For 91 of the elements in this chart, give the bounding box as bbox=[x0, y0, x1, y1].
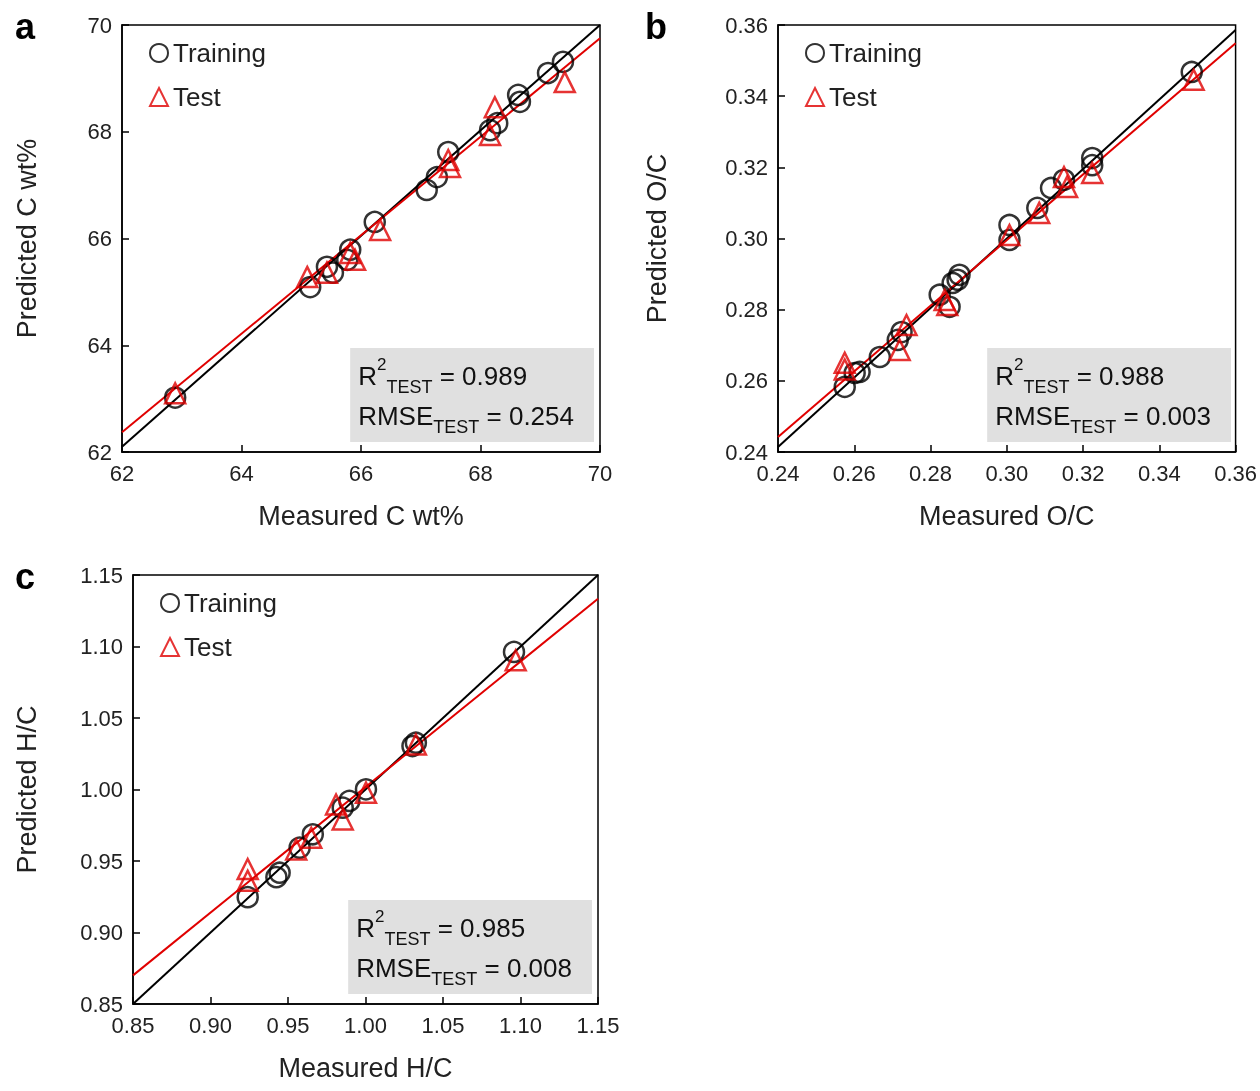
point bbox=[315, 255, 339, 279]
point bbox=[368, 218, 392, 242]
y-tick-label: 1.10 bbox=[80, 634, 123, 659]
point bbox=[504, 649, 527, 672]
legend-label: Test bbox=[184, 632, 233, 662]
point bbox=[508, 90, 532, 114]
y-axis-title: Predicted O/C bbox=[641, 153, 672, 324]
x-tick-label: 0.32 bbox=[1061, 460, 1105, 486]
point bbox=[1027, 201, 1051, 225]
x-tick-label: 0.26 bbox=[832, 460, 876, 486]
legend-label: Test bbox=[173, 82, 222, 112]
point bbox=[933, 288, 956, 312]
x-tick-label: 66 bbox=[348, 460, 374, 486]
point bbox=[506, 83, 530, 107]
point bbox=[343, 248, 367, 272]
point bbox=[941, 271, 964, 295]
point bbox=[946, 268, 969, 292]
chart-title: c bbox=[15, 555, 36, 597]
legend-label: Test bbox=[829, 82, 878, 112]
x-tick-label: 70 bbox=[587, 460, 613, 486]
x-tick-label: 64 bbox=[229, 460, 254, 486]
y-tick-label: 0.90 bbox=[80, 920, 123, 945]
x-tick-label: 0.95 bbox=[266, 1012, 310, 1038]
point bbox=[998, 213, 1021, 237]
point bbox=[331, 808, 354, 831]
point bbox=[324, 793, 348, 816]
legend-label: Training bbox=[829, 38, 922, 68]
x-tick-label: 1.05 bbox=[421, 1012, 465, 1038]
point bbox=[868, 345, 892, 369]
point bbox=[998, 223, 1021, 247]
y-tick-label: 66 bbox=[87, 226, 112, 251]
y-tick-label: 0.26 bbox=[725, 368, 768, 394]
y-tick-label: 70 bbox=[87, 12, 112, 38]
x-tick-label: 1.00 bbox=[344, 1012, 387, 1038]
point bbox=[502, 640, 526, 664]
x-tick-label: 0.90 bbox=[189, 1012, 232, 1038]
x-tick-label: 0.36 bbox=[1214, 460, 1257, 486]
point bbox=[1180, 60, 1203, 84]
x-axis-title: Measured C wt% bbox=[258, 500, 464, 531]
point bbox=[1026, 196, 1049, 220]
y-tick-label: 0.36 bbox=[725, 12, 768, 38]
y-tick-label: 64 bbox=[87, 332, 112, 358]
point bbox=[483, 95, 507, 119]
legend-label: Training bbox=[173, 38, 266, 68]
x-tick-label: 0.34 bbox=[1137, 460, 1181, 486]
point bbox=[478, 123, 502, 147]
point bbox=[236, 857, 259, 881]
point bbox=[1182, 68, 1205, 92]
point bbox=[553, 70, 576, 94]
point bbox=[833, 351, 856, 374]
point bbox=[236, 869, 259, 892]
point bbox=[436, 148, 460, 172]
point bbox=[888, 338, 911, 362]
y-tick-label: 0.28 bbox=[725, 297, 768, 323]
y-tick-label: 68 bbox=[87, 119, 112, 145]
point bbox=[895, 313, 918, 337]
y-tick-label: 0.32 bbox=[725, 154, 768, 180]
point bbox=[478, 118, 502, 142]
x-axis-title: Measured O/C bbox=[919, 500, 1095, 531]
point bbox=[833, 358, 856, 381]
point bbox=[536, 61, 560, 85]
point bbox=[295, 265, 319, 289]
chart-title: a bbox=[15, 5, 36, 47]
x-tick-label: 1.10 bbox=[499, 1012, 542, 1038]
x-axis-title: Measured H/C bbox=[278, 1052, 453, 1083]
point bbox=[948, 263, 971, 287]
point bbox=[551, 50, 575, 74]
point bbox=[1055, 175, 1079, 199]
point bbox=[315, 261, 339, 284]
y-tick-label: 0.34 bbox=[725, 83, 768, 109]
y-tick-label: 1.15 bbox=[80, 562, 123, 588]
x-tick-label: 68 bbox=[468, 460, 493, 486]
x-tick-label: 0.30 bbox=[985, 460, 1029, 486]
y-tick-label: 1.00 bbox=[80, 777, 123, 802]
x-tick-label: 1.15 bbox=[576, 1012, 620, 1038]
point bbox=[268, 861, 291, 884]
x-tick-label: 0.28 bbox=[909, 460, 952, 486]
point bbox=[1080, 161, 1104, 185]
y-axis-title: Predicted C wt% bbox=[11, 138, 42, 339]
point bbox=[1080, 153, 1104, 177]
y-axis-title: Predicted H/C bbox=[11, 705, 42, 874]
chart-title: b bbox=[645, 5, 667, 47]
point bbox=[415, 178, 438, 202]
point bbox=[1080, 146, 1104, 170]
y-tick-label: 0.95 bbox=[80, 848, 123, 874]
y-tick-label: 1.05 bbox=[80, 705, 123, 731]
y-tick-label: 0.30 bbox=[725, 226, 768, 251]
y-tick-label: 62 bbox=[87, 439, 112, 465]
point bbox=[438, 155, 462, 179]
legend-label: Training bbox=[184, 588, 277, 618]
point bbox=[265, 865, 288, 889]
